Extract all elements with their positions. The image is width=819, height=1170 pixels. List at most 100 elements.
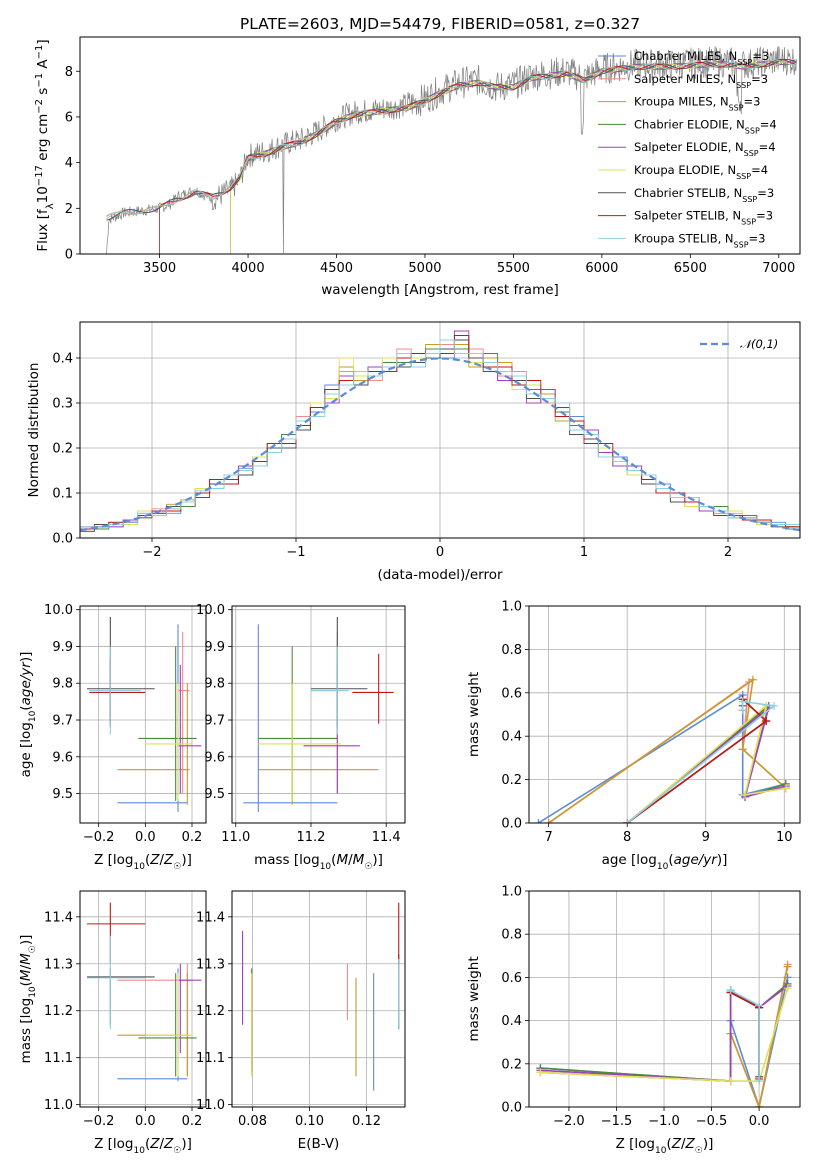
label-part: A	[35, 59, 51, 73]
y-axis-label: mass weight	[466, 672, 482, 757]
errorbar-7	[87, 968, 155, 1025]
x-tick-label: 11.0	[221, 830, 250, 845]
y-tick-label: 11.0	[196, 1098, 225, 1113]
errorbar-5	[178, 664, 202, 794]
weight-marker	[534, 819, 543, 823]
axes-frame	[79, 36, 801, 255]
y-tick-label: 9.6	[52, 750, 73, 765]
x-tick-label: 1	[580, 545, 588, 560]
weight-marker	[762, 717, 771, 726]
legend-label-normal: 𝒩(0,1)	[740, 337, 778, 351]
axes-frame	[231, 605, 406, 824]
errorbar-7	[87, 617, 155, 728]
label-part: Salpeter STELIB, N	[634, 209, 741, 223]
weight-marker	[783, 962, 792, 971]
legend-label-1: Chabrier MILES, NSSP=3	[634, 49, 769, 67]
panel-weight-vs-Z: −2.0 −1.5 −1.0 −0.5 0.0 0.0 0.2 0.4 0.6 0.8 1.0 Z […	[466, 885, 801, 1156]
x-tick-label: 0.10	[295, 1114, 324, 1129]
label-part: (	[331, 852, 336, 868]
y-tick-label: 9.7	[52, 714, 73, 729]
y-tick-label: 0.8	[501, 643, 522, 658]
label-part: (	[145, 1136, 150, 1152]
legend-label-7: Chabrier STELIB, NSSP=3	[634, 186, 774, 204]
y-tick-label: 11.0	[44, 1098, 73, 1113]
label-part: 10	[133, 862, 145, 872]
errorbar-1	[117, 624, 188, 812]
y-tick-label: 9.6	[204, 750, 225, 765]
weight-series-9	[726, 986, 764, 1086]
label-part: =3	[751, 72, 768, 86]
plot-area	[241, 902, 400, 1091]
weight-marker	[738, 697, 747, 706]
weight-marker	[738, 745, 747, 754]
label-part: )]	[372, 852, 383, 868]
figure-title: PLATE=2603, MJD=54479, FIBERID=0581, z=0…	[240, 15, 640, 33]
y-tick-label: 9.7	[204, 714, 225, 729]
y-tick-label: 10.0	[44, 603, 73, 618]
y-tick-label: 9.9	[204, 640, 225, 655]
y-axis-label: mass weight	[466, 956, 482, 1041]
axes-frame	[528, 890, 801, 1108]
y-tick-label: 0.0	[501, 817, 522, 832]
weight-series-9	[623, 697, 779, 823]
y-tick-label: 0.4	[52, 352, 73, 367]
label-part: Salpeter MILES, N	[634, 72, 736, 86]
y-tick-label: 9.5	[204, 787, 225, 802]
legend-label-8: Salpeter STELIB, NSSP=3	[634, 209, 773, 227]
label-part: =3	[757, 186, 774, 200]
label-part: M	[353, 852, 365, 868]
label-part: SSP	[736, 80, 751, 89]
y-tick-label: 0.2	[52, 442, 73, 457]
weight-marker	[726, 1077, 735, 1086]
label-part: M	[336, 852, 348, 868]
x-tick-label: 4500	[320, 261, 353, 276]
label-part: 10	[28, 986, 38, 998]
y-tick-label: 0	[65, 248, 73, 263]
label-part: mass [log	[254, 852, 320, 868]
errorbar-6	[258, 683, 342, 801]
x-axis-label: E(B-V)	[298, 1136, 340, 1152]
x-axis-label: wavelength [Angstrom, rest frame]	[321, 282, 559, 298]
label-part: (	[145, 852, 150, 868]
legend-label-6: Kroupa ELODIE, NSSP=4	[634, 163, 768, 181]
x-tick-label: 0.12	[352, 1114, 381, 1129]
label-part: Chabrier STELIB, N	[634, 186, 742, 200]
weight-series-2	[544, 677, 790, 823]
y-tick-label: 0.6	[501, 686, 522, 701]
x-tick-label: 5000	[408, 261, 441, 276]
legend-label-2: Salpeter MILES, NSSP=3	[634, 72, 768, 90]
weight-marker	[536, 1068, 545, 1077]
plot-area	[87, 617, 202, 812]
label-part: Kroupa MILES, N	[634, 95, 729, 109]
weight-marker	[755, 1001, 764, 1010]
errorbar-1	[117, 968, 188, 1082]
label-part: 10	[35, 186, 51, 203]
label-part: /	[681, 1136, 686, 1152]
label-part: Z	[163, 1136, 174, 1152]
y-tick-label: 8	[65, 65, 73, 80]
label-part: ☉	[364, 862, 372, 872]
label-part: SSP	[737, 58, 752, 67]
label-part: )]	[18, 652, 34, 663]
errorbar-4	[258, 646, 338, 801]
x-tick-label: 11.4	[372, 830, 401, 845]
weight-marker	[738, 706, 747, 715]
errorbar-7	[310, 617, 368, 728]
label-part: Chabrier MILES, N	[634, 49, 737, 63]
plot-area	[534, 675, 790, 823]
weight-series-6	[536, 984, 792, 1086]
y-tick-label: 9.8	[204, 677, 225, 692]
label-part: M	[18, 969, 34, 981]
y-tick-label: 9.5	[52, 787, 73, 802]
y-axis-label: Flux [fλ10−17 erg cm−2 s−1 A−1]	[34, 39, 56, 251]
y-tick-label: 11.2	[196, 1004, 225, 1019]
label-part: ☉	[695, 1146, 703, 1156]
label-part: Z [log	[616, 1136, 655, 1152]
errorbar-9	[310, 646, 349, 735]
label-part: λ	[45, 203, 56, 209]
y-tick-label: 0.6	[501, 971, 522, 986]
panel-mass-vs-Z: −0.2 0.0 0.211.011.111.211.311.4Z [log10(Z…	[18, 890, 207, 1156]
label-part: Z [log	[94, 1136, 133, 1152]
label-part: Z	[685, 1136, 696, 1152]
